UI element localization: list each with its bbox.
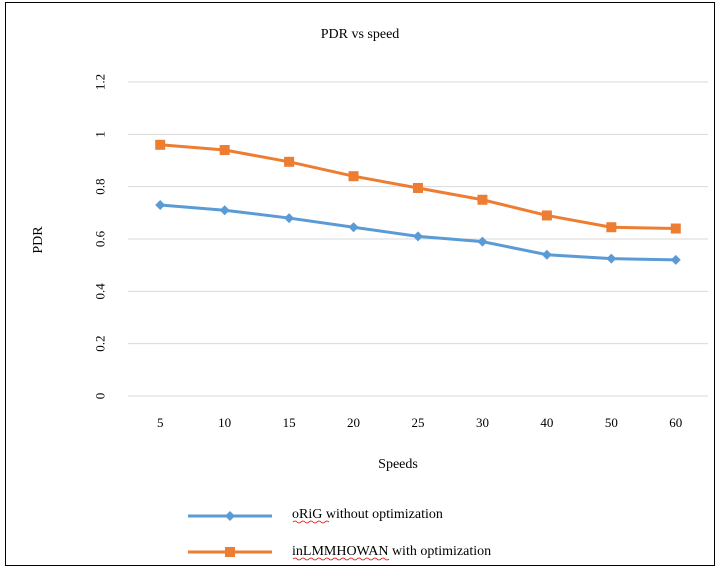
- data-point-s0-1: [219, 205, 230, 216]
- chart-frame: [5, 2, 715, 566]
- y-tick-label: 0.2: [93, 336, 108, 352]
- data-point-s0-2: [284, 213, 295, 224]
- data-point-s1-0: [155, 139, 166, 150]
- legend-label-1: inLMMHOWAN with optimization: [292, 544, 491, 559]
- data-point-s0-7: [606, 253, 617, 264]
- data-point-s1-4: [413, 182, 423, 193]
- legend-marker-0: [225, 511, 235, 521]
- x-axis-label: Speeds: [378, 457, 418, 472]
- x-tick-label: 50: [605, 415, 618, 430]
- x-tick-label: 15: [283, 415, 296, 430]
- legend-item-1: inLMMHOWAN with optimization: [188, 544, 491, 561]
- data-point-s1-6: [541, 210, 552, 221]
- data-point-s1-1: [219, 145, 230, 156]
- data-point-s1-7: [606, 222, 617, 233]
- data-point-s1-3: [348, 171, 359, 182]
- x-tick-label: 60: [669, 415, 682, 430]
- x-tick-label: 5: [157, 415, 164, 430]
- legend-label-0: oRiG without optimization: [292, 507, 443, 522]
- data-point-s0-4: [413, 231, 423, 242]
- legend-marker-1: [225, 547, 235, 557]
- y-axis-tick-labels: 0 0.2 0.4 0.6 0.8 1 1.2: [93, 74, 108, 399]
- y-axis-label: PDR: [31, 226, 46, 254]
- x-tick-label: 30: [476, 415, 489, 430]
- data-point-s0-8: [670, 254, 681, 265]
- y-tick-label: 0.6: [93, 230, 108, 247]
- legend: oRiG without optimization inLMMHOWAN wit…: [188, 507, 491, 561]
- y-tick-label: 1: [93, 131, 108, 138]
- legend-item-0: oRiG without optimization: [188, 507, 443, 524]
- y-tick-label: 0: [93, 393, 108, 400]
- data-point-s1-2: [284, 156, 295, 167]
- data-point-s1-8: [670, 223, 681, 234]
- x-tick-label: 20: [347, 415, 360, 430]
- data-point-s0-3: [348, 222, 359, 233]
- y-tick-label: 0.8: [93, 179, 108, 195]
- x-tick-label: 10: [218, 415, 231, 430]
- data-point-s0-5: [477, 236, 488, 247]
- data-point-s1-5: [477, 194, 488, 205]
- spellcheck-underline-1: [292, 557, 390, 561]
- x-axis-tick-labels: 5 10 15 20 25 30 40 50 60: [157, 415, 682, 430]
- series-group: [155, 139, 681, 265]
- data-point-s0-6: [541, 249, 552, 260]
- y-tick-label: 0.4: [93, 283, 108, 300]
- y-tick-label: 1.2: [93, 74, 108, 90]
- data-point-s0-0: [155, 199, 166, 210]
- chart-title: PDR vs speed: [321, 27, 400, 42]
- spellcheck-underline-0: [292, 520, 330, 524]
- x-tick-label: 40: [540, 415, 553, 430]
- x-tick-label: 25: [412, 415, 425, 430]
